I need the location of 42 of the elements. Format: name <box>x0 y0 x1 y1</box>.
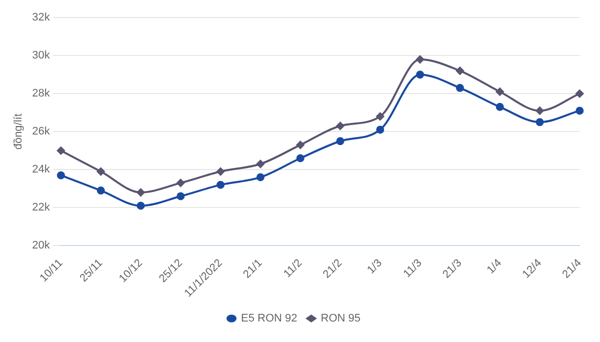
y-tick-label: 30k <box>32 50 50 62</box>
point <box>96 186 105 195</box>
point <box>96 168 105 176</box>
point <box>296 140 304 149</box>
x-tick-label: 11/3 <box>401 257 424 280</box>
point <box>336 137 344 146</box>
y-tick-label: 24k <box>32 164 50 176</box>
point <box>296 154 304 162</box>
y-tick-label: 20k <box>32 240 50 252</box>
point <box>256 173 264 182</box>
legend-label: E5 RON 92 <box>241 312 298 325</box>
point <box>416 55 424 64</box>
point <box>376 112 384 120</box>
point <box>456 66 464 75</box>
point <box>456 84 464 92</box>
point <box>136 202 145 210</box>
point <box>576 90 584 98</box>
point <box>416 70 424 79</box>
point <box>176 178 185 187</box>
y-axis-title: đồng/lít <box>12 114 25 150</box>
y-tick-label: 28k <box>32 88 50 100</box>
y-tick-label: 26k <box>32 126 50 138</box>
point <box>336 122 344 130</box>
point <box>136 188 145 196</box>
x-tick-label: 1/4 <box>484 257 504 276</box>
x-tick-label: 11/2 <box>282 257 305 280</box>
y-tick-label: 22k <box>32 202 50 214</box>
point <box>376 126 384 134</box>
point <box>216 168 225 176</box>
x-tick-label: 1/3 <box>365 257 384 276</box>
point <box>256 160 264 168</box>
point <box>176 192 185 200</box>
point <box>56 146 65 155</box>
point <box>536 118 544 126</box>
point <box>496 102 504 111</box>
point <box>216 180 225 189</box>
point <box>536 106 544 115</box>
legend-label: RON 95 <box>320 312 361 325</box>
y-tick-label: 32k <box>32 12 50 24</box>
point <box>496 88 504 96</box>
point <box>576 106 584 115</box>
point <box>56 171 65 180</box>
